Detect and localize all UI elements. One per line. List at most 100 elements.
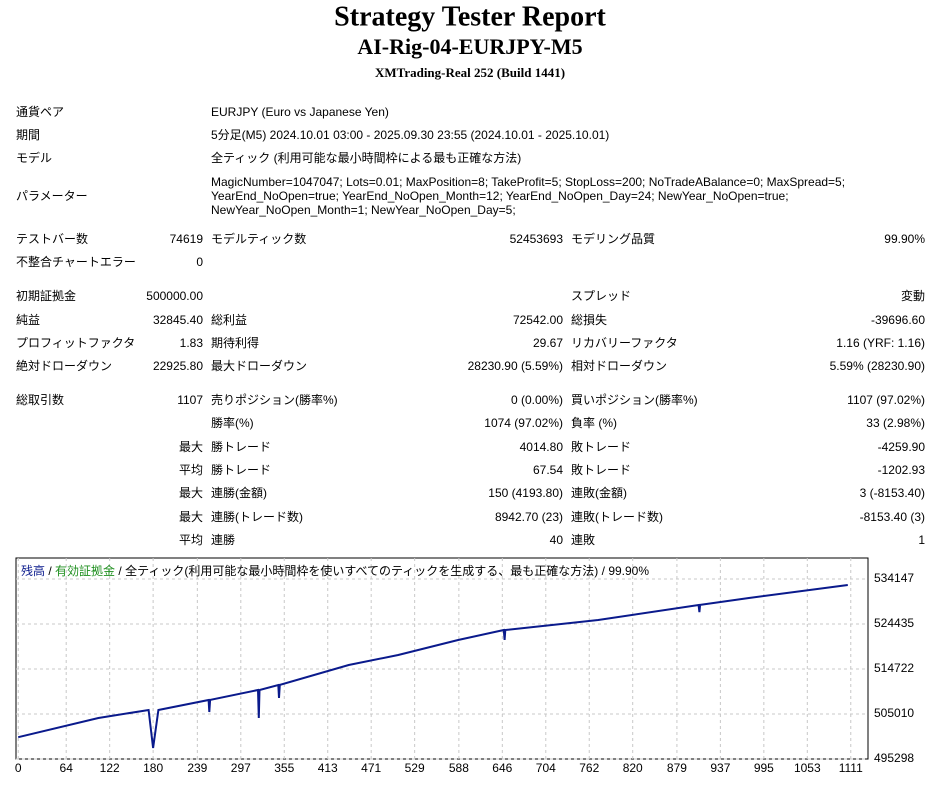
x-tick-label: 937: [710, 761, 730, 775]
x-tick-label: 704: [536, 761, 556, 775]
stat-value: 1107 (97.02%): [847, 393, 925, 407]
stat-label: モデリング品質: [571, 231, 655, 246]
stat-value: 0: [196, 255, 203, 269]
info-label: 期間: [16, 128, 40, 142]
stat-value: 平均: [179, 463, 203, 477]
build-info: XMTrading-Real 252 (Build 1441): [375, 65, 565, 80]
stat-value: 72542.00: [513, 313, 563, 327]
legend-entry: 99.90%: [608, 564, 649, 578]
info-value: NewYear_NoOpen_Month=1; NewYear_NoOpen_D…: [211, 203, 516, 217]
info-value: EURJPY (Euro vs Japanese Yen): [211, 105, 389, 119]
stat-value: -1202.93: [878, 463, 926, 477]
legend-separator: /: [45, 564, 55, 578]
stat-label: 敗トレード: [571, 462, 631, 477]
x-tick-label: 646: [492, 761, 512, 775]
stat-value: 29.67: [533, 336, 563, 350]
stat-value: 4014.80: [520, 440, 564, 454]
stat-label: 総利益: [211, 313, 247, 327]
stat-label: プロフィットファクタ: [16, 336, 135, 350]
info-value: MagicNumber=1047047; Lots=0.01; MaxPosit…: [211, 175, 845, 189]
stat-value: 28230.90 (5.59%): [468, 359, 563, 373]
x-tick-label: 64: [60, 761, 74, 775]
x-tick-label: 879: [667, 761, 687, 775]
legend-separator: /: [598, 564, 608, 578]
stat-label: 売りポジション(勝率%): [211, 392, 338, 407]
stat-value: 最大: [179, 486, 203, 500]
x-tick-label: 413: [318, 761, 338, 775]
info-label: 通貨ペア: [16, 104, 64, 119]
stat-value: 52453693: [510, 232, 564, 246]
stat-label: 最大ドローダウン: [211, 358, 307, 373]
report-subtitle: AI-Rig-04-EURJPY-M5: [357, 34, 582, 59]
stat-label: 相対ドローダウン: [571, 358, 667, 373]
x-tick-label: 471: [361, 761, 381, 775]
stat-label: 連敗(トレード数): [571, 509, 663, 524]
stat-value: 40: [550, 533, 564, 547]
stat-label: 総取引数: [16, 392, 64, 407]
info-label: モデル: [16, 150, 52, 165]
stat-label: 勝率(%): [211, 415, 254, 430]
stat-value: 3 (-8153.40): [860, 486, 925, 500]
stat-value: 5.59% (28230.90): [830, 359, 925, 373]
stat-value: 22925.80: [153, 359, 203, 373]
stat-label: 期待利得: [211, 335, 259, 350]
stat-label: 純益: [16, 313, 40, 327]
stat-value: 変動: [901, 288, 925, 303]
stat-value: 67.54: [533, 463, 563, 477]
stat-label: 不整合チャートエラー: [16, 254, 136, 269]
x-tick-label: 1053: [794, 761, 821, 775]
y-tick-label: 534147: [874, 571, 914, 585]
stat-value: 最大: [179, 440, 203, 454]
stat-label: 連勝(金額): [211, 485, 267, 500]
stat-label: 勝トレード: [211, 439, 271, 454]
stat-label: 初期証拠金: [16, 288, 76, 303]
stat-label: 総損失: [571, 312, 607, 327]
y-tick-label: 514722: [874, 661, 914, 675]
x-tick-label: 180: [143, 761, 163, 775]
legend-entry: 有効証拠金: [55, 563, 115, 578]
x-tick-label: 239: [187, 761, 207, 775]
stat-value: 1.83: [180, 336, 204, 350]
x-tick-label: 122: [100, 761, 120, 775]
stat-label: 敗トレード: [571, 439, 631, 454]
legend-entry: 残高: [21, 563, 45, 578]
info-value: 全ティック (利用可能な最小時間枠による最も正確な方法): [211, 150, 521, 165]
stat-value: 32845.40: [153, 313, 203, 327]
info-value: 5分足(M5) 2024.10.01 03:00 - 2025.09.30 23…: [211, 128, 609, 142]
info-label: パラメーター: [16, 189, 88, 203]
stat-value: 150 (4193.80): [488, 486, 563, 500]
y-tick-label: 505010: [874, 706, 914, 720]
report-title: Strategy Tester Report: [334, 1, 606, 32]
stat-label: 負率 (%): [571, 415, 617, 430]
stat-value: -4259.90: [878, 440, 926, 454]
stat-value: 1107: [177, 393, 203, 407]
x-tick-label: 1111: [839, 761, 863, 775]
balance-line: [17, 584, 848, 749]
stat-value: 1: [918, 533, 925, 547]
stat-value: 74619: [170, 232, 204, 246]
x-tick-label: 762: [579, 761, 599, 775]
stat-value: 500000.00: [146, 289, 203, 303]
x-tick-label: 355: [274, 761, 294, 775]
stat-label: 連敗: [571, 532, 595, 547]
stat-label: リカバリーファクタ: [571, 336, 678, 350]
stat-label: スプレッド: [571, 289, 631, 303]
x-tick-label: 995: [754, 761, 774, 775]
stat-value: 1.16 (YRF: 1.16): [836, 336, 925, 350]
stat-label: 勝トレード: [211, 462, 271, 477]
stat-label: 連敗(金額): [571, 485, 627, 500]
stat-value: 最大: [179, 510, 203, 524]
stat-value: 99.90%: [884, 232, 925, 246]
x-tick-label: 0: [15, 761, 22, 775]
stat-value: 1074 (97.02%): [484, 416, 563, 430]
chart-frame: [15, 557, 869, 760]
legend-entry: 全ティック(利用可能な最小時間枠を使いすべてのティックを生成する、最も正確な方法…: [125, 563, 598, 578]
legend: 残高 / 有効証拠金 / 全ティック(利用可能な最小時間枠を使いすべてのティック…: [21, 563, 649, 578]
info-value: YearEnd_NoOpen=true; YearEnd_NoOpen_Mont…: [211, 189, 789, 203]
x-tick-label: 529: [405, 761, 425, 775]
stat-value: 平均: [179, 533, 203, 547]
legend-separator: /: [115, 564, 125, 578]
stat-value: -39696.60: [871, 313, 925, 327]
x-tick-label: 820: [623, 761, 643, 775]
